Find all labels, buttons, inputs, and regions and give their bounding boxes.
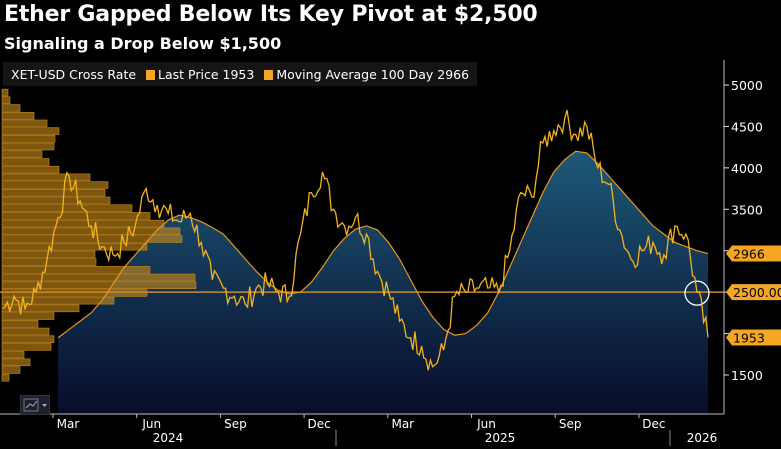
legend-last-price-label: Last Price 1953 <box>158 66 255 82</box>
year-label: 2024 <box>153 431 184 445</box>
legend-swatch <box>264 69 274 80</box>
x-tick-label: Jun <box>476 417 496 431</box>
value-tag-label: 2966 <box>733 247 765 262</box>
volume-profile-bar <box>1 158 50 166</box>
value-tag <box>726 284 781 301</box>
y-tick-label: 4000 <box>731 161 763 176</box>
x-tick-label: Sep <box>224 417 247 431</box>
volume-profile-bar <box>1 173 91 182</box>
volume-profile-bar <box>1 212 151 220</box>
volume-profile-bar <box>1 104 21 112</box>
volume-profile-bar <box>1 127 60 135</box>
legend-last-price: Last Price 1953 <box>146 67 254 82</box>
volume-profile-bar <box>1 242 148 251</box>
volume-profile-bar <box>1 343 52 351</box>
volume-profile-bar <box>1 335 55 343</box>
volume-profile-bar <box>1 273 196 282</box>
value-tag <box>726 329 781 346</box>
volume-profile-bar <box>1 204 133 212</box>
volume-profile-bar <box>1 358 31 367</box>
volume-profile-bar <box>1 258 97 266</box>
volume-profile-bar <box>1 312 55 320</box>
chart-subtitle: Signaling a Drop Below $1,500 <box>4 34 282 53</box>
year-label: 2025 <box>485 431 516 445</box>
volume-profile-bar <box>1 111 35 120</box>
y-tick-label: 5000 <box>731 78 763 93</box>
volume-profile-bar <box>1 189 106 197</box>
line-chart-icon <box>23 398 47 412</box>
y-tick-label: 1500 <box>731 368 763 383</box>
volume-profile-bar <box>1 142 55 151</box>
x-tick-label: Dec <box>642 417 665 431</box>
volume-profile-bar <box>1 96 11 105</box>
volume-profile-bar <box>1 296 115 305</box>
price-line <box>2 109 709 371</box>
volume-profile-bar <box>1 327 50 336</box>
legend-swatch <box>146 69 156 80</box>
volume-profile-bar <box>1 235 183 243</box>
x-tick-label: Mar <box>57 417 80 431</box>
y-tick-label: 3500 <box>731 202 763 217</box>
x-tick-label: Jun <box>141 417 161 431</box>
volume-profile-bar <box>1 196 111 205</box>
legend: XET-USD Cross Rate Last Price 1953 Movin… <box>3 62 478 86</box>
legend-moving-average: Moving Average 100 Day 2966 <box>264 67 469 82</box>
volume-profile-bar <box>1 150 43 158</box>
value-tag <box>726 245 781 262</box>
volume-profile-bar <box>1 266 151 274</box>
x-tick-label: Mar <box>391 417 414 431</box>
volume-profile-bar <box>1 119 48 128</box>
volume-profile-bar <box>1 181 109 189</box>
volume-profile-bar <box>1 165 60 174</box>
volume-profile-bar <box>1 373 10 382</box>
volume-profile-bar <box>1 320 39 328</box>
x-tick-label: Sep <box>559 417 582 431</box>
y-tick-label: 4500 <box>731 119 763 134</box>
ma-area <box>58 151 708 414</box>
volume-profile-bar <box>1 281 197 289</box>
value-tag-label: 1953 <box>733 330 765 345</box>
volume-profile-bar <box>1 88 9 97</box>
pivot-circle <box>684 280 710 306</box>
ma-line <box>57 150 709 339</box>
chart-type-button[interactable] <box>20 395 50 415</box>
x-tick-label: Dec <box>307 417 330 431</box>
volume-profile-bar <box>1 289 148 297</box>
year-label: 2026 <box>687 431 718 445</box>
legend-series: XET-USD Cross Rate <box>11 66 137 82</box>
volume-profile-bar <box>1 350 25 359</box>
volume-profile-bar <box>1 135 56 143</box>
legend-ma-label: Moving Average 100 Day 2966 <box>276 66 470 82</box>
volume-profile-bar <box>1 304 80 313</box>
volume-profile-bar <box>1 366 21 374</box>
value-tag-label: 2500.00 <box>733 285 781 300</box>
chart-title: Ether Gapped Below Its Key Pivot at $2,5… <box>4 2 538 27</box>
volume-profile-bar <box>1 219 165 228</box>
